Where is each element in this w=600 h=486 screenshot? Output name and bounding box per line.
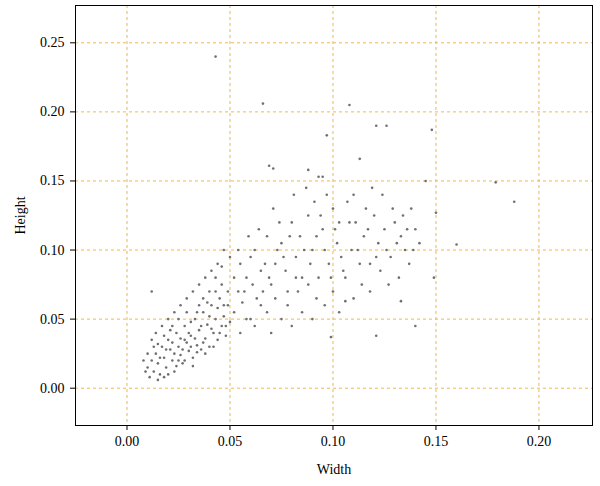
svg-text:0.10: 0.10 bbox=[40, 243, 65, 258]
svg-text:0.00: 0.00 bbox=[115, 434, 139, 449]
svg-text:0.10: 0.10 bbox=[321, 434, 346, 449]
svg-text:0.05: 0.05 bbox=[40, 312, 65, 327]
svg-text:Width: Width bbox=[317, 462, 351, 477]
svg-text:0.15: 0.15 bbox=[40, 173, 65, 188]
svg-text:0.15: 0.15 bbox=[424, 434, 449, 449]
svg-text:0.05: 0.05 bbox=[218, 434, 243, 449]
svg-text:Height: Height bbox=[13, 196, 28, 234]
svg-text:0.25: 0.25 bbox=[40, 35, 65, 50]
svg-text:0.20: 0.20 bbox=[527, 434, 552, 449]
svg-text:0.20: 0.20 bbox=[40, 104, 65, 119]
svg-text:0.00: 0.00 bbox=[40, 381, 65, 396]
